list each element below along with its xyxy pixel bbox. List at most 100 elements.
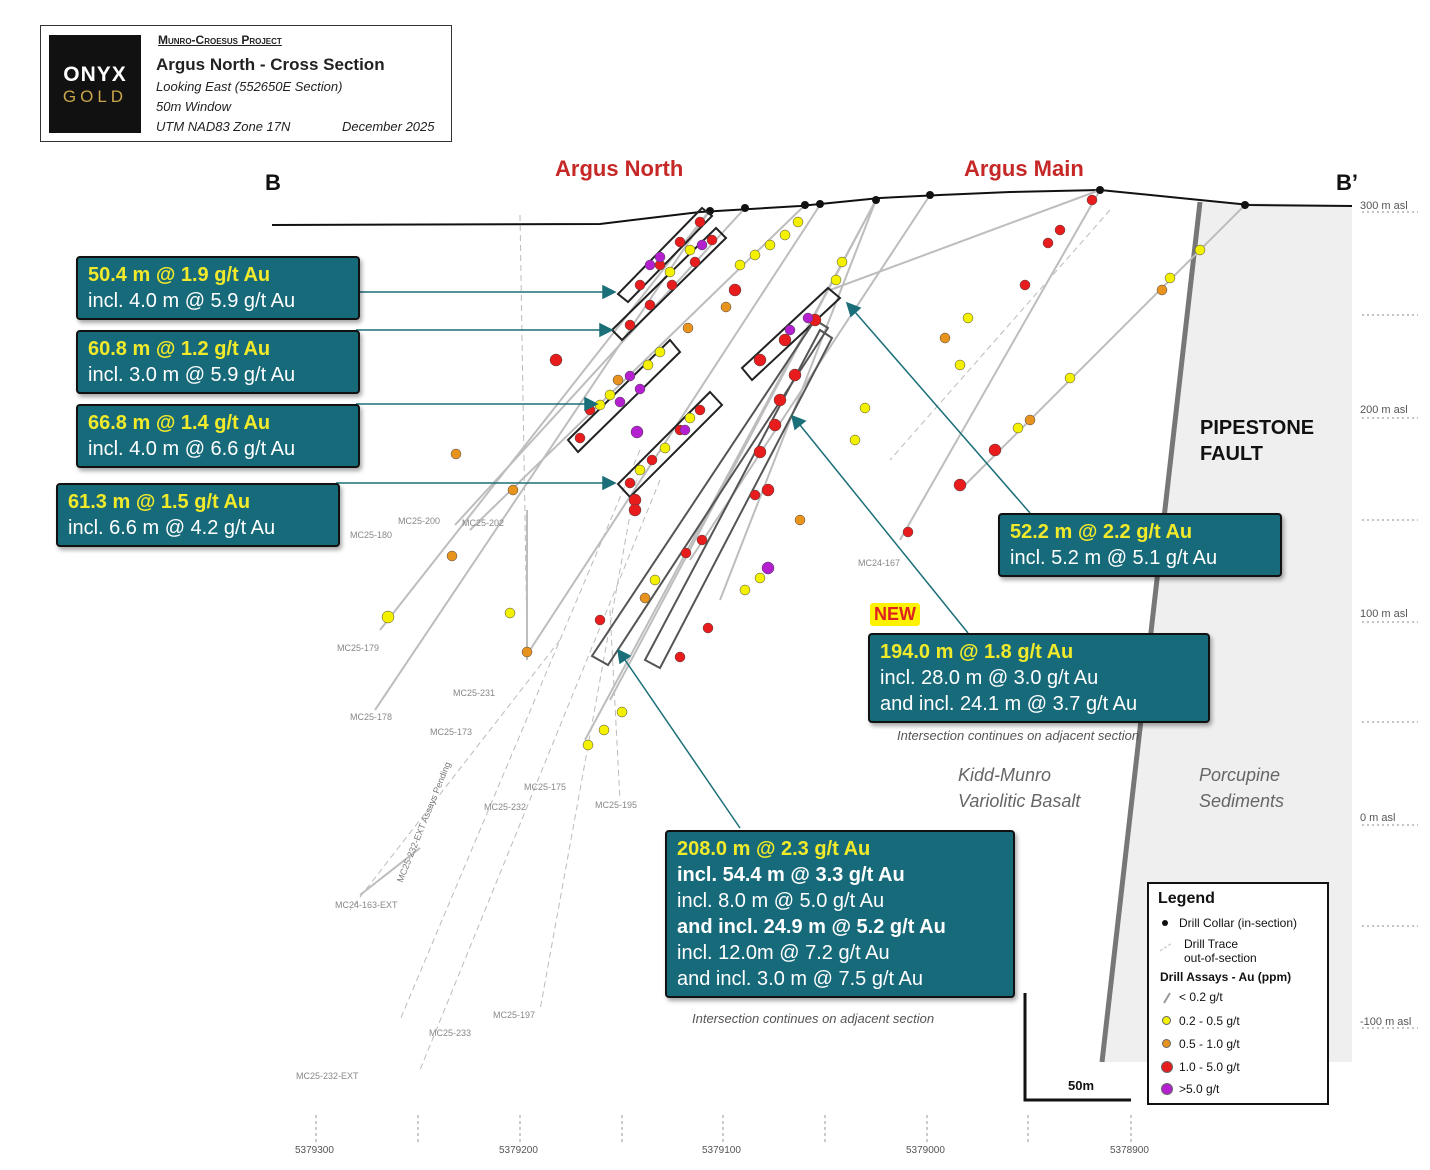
hole-label: MC25-179	[337, 643, 380, 653]
callout-line: and incl. 24.9 m @ 5.2 g/t Au	[677, 916, 946, 938]
hole-label: MC25-202	[462, 518, 505, 528]
intercept-callout: 194.0 m @ 1.8 g/t Au incl. 28.0 m @ 3.0 …	[868, 633, 1210, 723]
zone-argus-north: Argus North	[555, 156, 684, 181]
hole-label: MC25-173	[430, 727, 473, 737]
adjacent-section-note: Intersection continues on adjacent secti…	[897, 728, 1140, 743]
assay-yellow-icon	[1162, 1016, 1171, 1025]
logo-word-gold: GOLD	[62, 87, 128, 106]
geology-unit-label: Kidd-Munro	[958, 765, 1052, 785]
hole-label: MC25-233	[429, 1028, 472, 1038]
callout-headline: 50.4 m @ 1.9 g/t Au	[88, 264, 271, 286]
logo-word-onyx: ONYX	[63, 63, 127, 86]
elevation-label: -100 m asl	[1360, 1016, 1412, 1028]
intercept-callout: 61.3 m @ 1.5 g/t Au incl. 6.6 m @ 4.2 g/…	[56, 483, 340, 547]
section-end-left: B	[265, 170, 281, 195]
hole-label: MC25-178	[350, 712, 393, 722]
legend-box: Legend Drill Collar (in-section) Drill T…	[1147, 882, 1329, 1105]
legend-trace-label: Drill Trace	[1184, 937, 1239, 951]
callout-headline: 208.0 m @ 2.3 g/t Au	[677, 838, 871, 860]
assay-red-icon	[1161, 1061, 1173, 1073]
low-grade-trace-icon	[1163, 992, 1171, 1004]
geology-unit-label: Porcupine	[1199, 765, 1281, 785]
legend-item-label: 0.5 - 1.0 g/t	[1179, 1037, 1240, 1051]
callout-line: and incl. 24.1 m @ 3.7 g/t Au	[880, 693, 1138, 715]
callout-line: incl. 12.0m @ 7.2 g/t Au	[677, 942, 890, 964]
hole-label: MC25-232	[484, 802, 527, 812]
elevation-gridlines	[1362, 211, 1418, 1029]
callout-headline: 66.8 m @ 1.4 g/t Au	[88, 412, 271, 434]
callout-line: incl. 54.4 m @ 3.3 g/t Au	[677, 864, 905, 886]
callout-line: incl. 5.2 m @ 5.1 g/t Au	[1010, 547, 1218, 569]
hole-label: MC25-175	[524, 782, 567, 792]
scale-bar	[1023, 993, 1131, 1102]
callout-line: incl. 28.0 m @ 3.0 g/t Au	[880, 667, 1099, 689]
zone-argus-main: Argus Main	[964, 156, 1084, 181]
fault-label: PIPESTONE	[1200, 417, 1315, 439]
legend-title: Legend	[1158, 890, 1215, 907]
intercept-callout: 52.2 m @ 2.2 g/t Au incl. 5.2 m @ 5.1 g/…	[998, 513, 1282, 577]
callout-headline: 194.0 m @ 1.8 g/t Au	[880, 641, 1074, 663]
hole-label: MC24-167	[858, 558, 901, 568]
northing-label: 5379000	[906, 1145, 945, 1156]
pipestone-fault-line	[1099, 201, 1203, 1063]
dashed-trace-icon	[1159, 942, 1173, 952]
callout-headline: 61.3 m @ 1.5 g/t Au	[68, 491, 251, 513]
geology-unit-label: Variolitic Basalt	[958, 791, 1081, 811]
callout-line: and incl. 3.0 m @ 7.5 g/t Au	[677, 968, 923, 990]
section-title: Argus North - Cross Section	[156, 55, 385, 74]
geology-unit-label: Sediments	[1199, 791, 1285, 811]
adjacent-intercept-outlines	[590, 318, 834, 670]
callout-arrows	[336, 284, 1031, 829]
adjacent-section-note: Intersection continues on adjacent secti…	[692, 1011, 935, 1026]
legend-item-label: >5.0 g/t	[1179, 1082, 1220, 1096]
hole-label: MC25-180	[350, 530, 393, 540]
elevation-label: 200 m asl	[1360, 404, 1408, 416]
scale-bar-label: 50m	[1068, 1078, 1095, 1093]
hole-label: MC25-200	[398, 516, 441, 526]
hole-label: MC25-197	[493, 1010, 536, 1020]
looking-direction: Looking East (552650E Section)	[156, 79, 343, 94]
elevation-label: 100 m asl	[1360, 608, 1408, 620]
intercept-callout: 66.8 m @ 1.4 g/t Au incl. 4.0 m @ 6.6 g/…	[76, 404, 360, 468]
callout-line: incl. 6.6 m @ 4.2 g/t Au	[68, 517, 276, 539]
legend-item-label: 1.0 - 5.0 g/t	[1179, 1060, 1240, 1074]
intercept-callout: 60.8 m @ 1.2 g/t Au incl. 3.0 m @ 5.9 g/…	[76, 330, 360, 394]
legend-collar-label: Drill Collar (in-section)	[1179, 916, 1298, 930]
intercept-callout: 208.0 m @ 2.3 g/t Au incl. 54.4 m @ 3.3 …	[665, 830, 1015, 998]
drill-collars	[706, 186, 1249, 215]
collar-symbol-icon	[1162, 920, 1168, 926]
section-window: 50m Window	[156, 99, 232, 114]
section-end-right: B’	[1336, 170, 1358, 195]
hole-label: MC24-163-EXT	[335, 900, 398, 910]
assay-dots	[381, 194, 1206, 751]
legend-item-label: 0.2 - 0.5 g/t	[1179, 1014, 1240, 1028]
assay-orange-icon	[1162, 1039, 1171, 1048]
legend-item-label: < 0.2 g/t	[1179, 990, 1223, 1004]
callout-headline: 52.2 m @ 2.2 g/t Au	[1010, 521, 1193, 543]
onyx-gold-logo: ONYX GOLD	[49, 35, 141, 133]
datum-label: UTM NAD83 Zone 17N	[156, 119, 291, 134]
legend-trace-label: out-of-section	[1184, 951, 1257, 965]
hole-label: MC25-195	[595, 800, 638, 810]
porcupine-sediments-area	[1102, 202, 1352, 1062]
hole-label: MC25-232-EXT	[296, 1071, 359, 1081]
callout-headline: 60.8 m @ 1.2 g/t Au	[88, 338, 271, 360]
callout-line: incl. 3.0 m @ 5.9 g/t Au	[88, 364, 296, 386]
topography-line	[271, 188, 1353, 226]
project-name: Munro-Croesus Project	[158, 33, 282, 47]
northing-label: 5379100	[702, 1145, 741, 1156]
intercept-callout: 50.4 m @ 1.9 g/t Au incl. 4.0 m @ 5.9 g/…	[76, 256, 360, 320]
date-label: December 2025	[342, 119, 435, 134]
fault-label: FAULT	[1200, 443, 1263, 465]
new-badge: NEW	[870, 603, 920, 626]
elevation-label: 0 m asl	[1360, 812, 1396, 824]
out-of-section-traces	[349, 209, 1111, 1071]
hole-label: MC25-231	[453, 688, 496, 698]
callout-line: incl. 4.0 m @ 5.9 g/t Au	[88, 290, 296, 312]
northing-ticks	[315, 1115, 1132, 1142]
legend-assays-title: Drill Assays - Au (ppm)	[1160, 970, 1292, 984]
assay-purple-icon	[1161, 1083, 1173, 1095]
callout-line: incl. 4.0 m @ 6.6 g/t Au	[88, 438, 296, 460]
